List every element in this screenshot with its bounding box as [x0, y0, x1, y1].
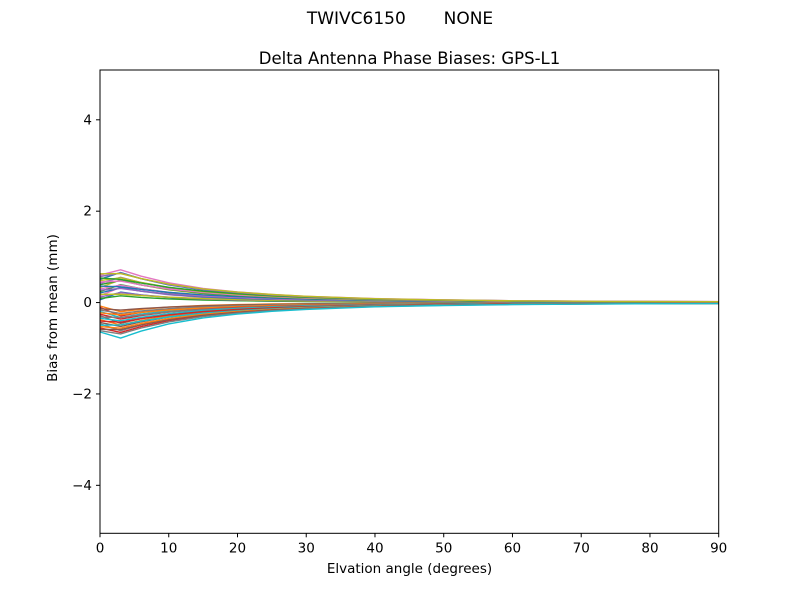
y-tick-label: 4 [83, 112, 92, 128]
x-tick-label: 10 [160, 540, 177, 556]
figure-suptitle: TWIVC6150 NONE [306, 9, 494, 29]
y-tick-label: −4 [72, 478, 92, 494]
axes-spines [99, 69, 720, 534]
axes-title: Delta Antenna Phase Biases: GPS-L1 [258, 49, 561, 68]
x-tick-label: 30 [298, 540, 315, 556]
x-tick-label: 20 [229, 540, 246, 556]
series-line [99, 302, 719, 339]
x-tick-label: 90 [710, 540, 727, 556]
x-axis-label: Elvation angle (degrees) [326, 561, 493, 577]
x-tick-label: 60 [504, 540, 521, 556]
series-line [99, 272, 719, 303]
y-axis-label: Bias from mean (mm) [45, 234, 61, 382]
x-tick-label: 50 [435, 540, 452, 556]
x-tick-label: 80 [641, 540, 658, 556]
x-tick-label: 0 [96, 540, 105, 556]
x-tick-label: 70 [573, 540, 590, 556]
x-tick-label: 40 [366, 540, 383, 556]
y-tick-label: 2 [83, 204, 92, 220]
y-tick-label: 0 [83, 295, 92, 311]
y-tick-label: −2 [72, 386, 92, 402]
